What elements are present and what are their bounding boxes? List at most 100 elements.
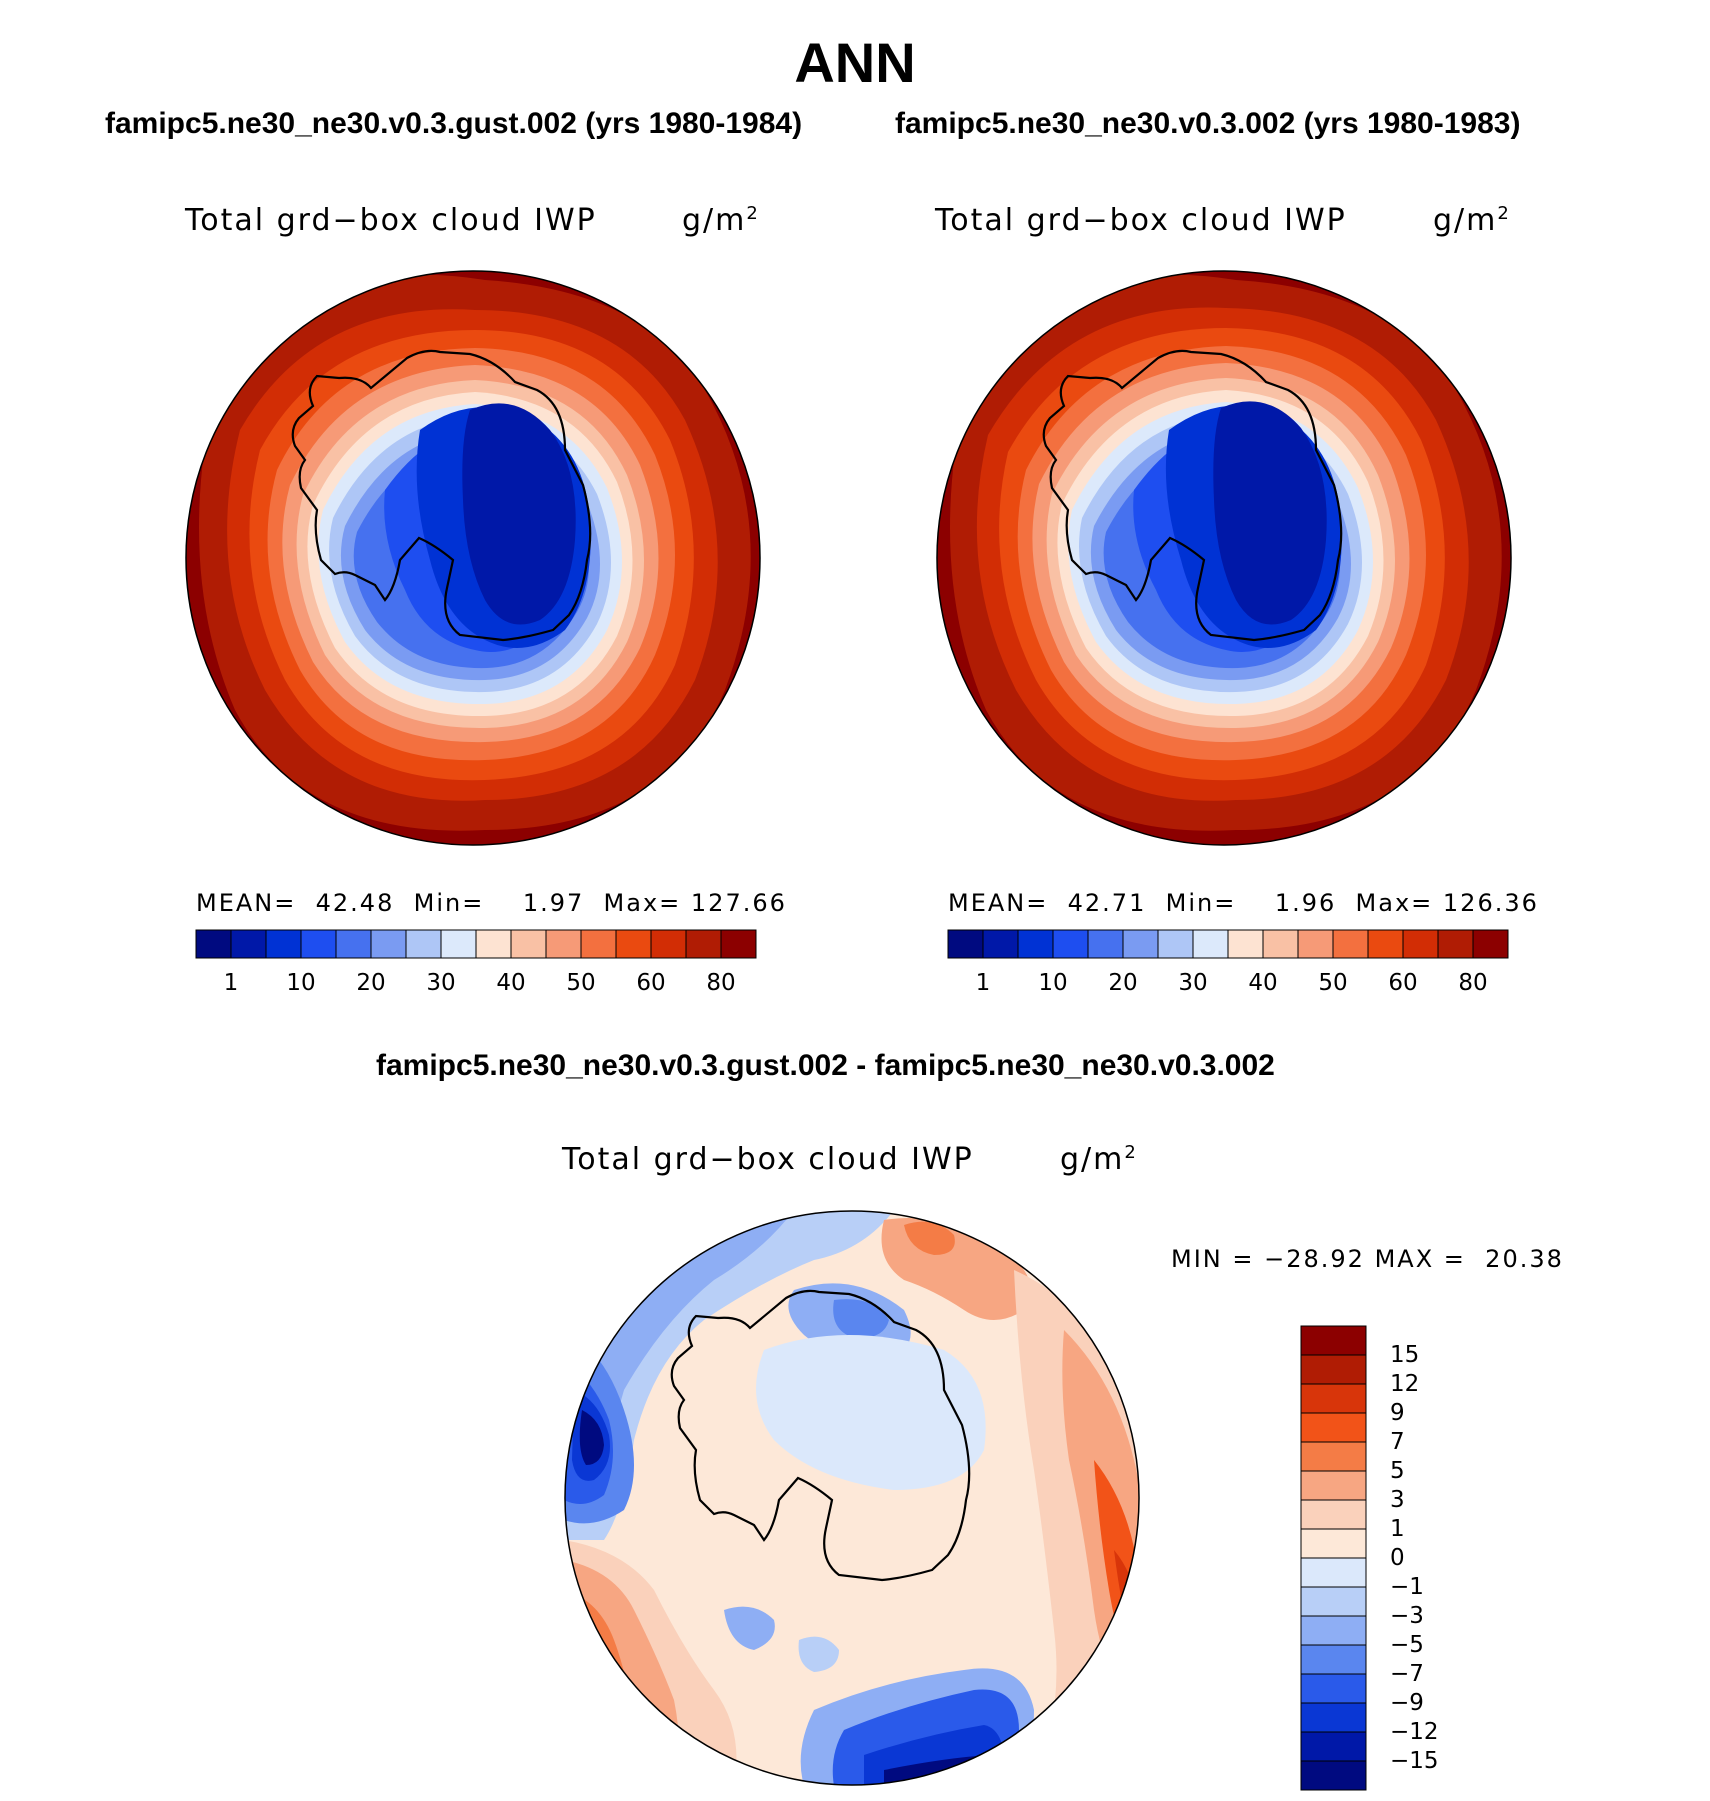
panel-1-colorbar xyxy=(195,929,757,959)
panel-1-colorbar-swatch xyxy=(580,929,617,959)
panel-1-colorbar-swatch xyxy=(440,929,477,959)
difference-colorbar-swatch xyxy=(1300,1470,1367,1501)
panel-2-map xyxy=(936,270,1512,846)
panel-1-contours xyxy=(186,271,760,845)
panel-2-colorbar-tick-label: 10 xyxy=(1038,970,1068,996)
panel-2-colorbar-swatch xyxy=(1157,929,1194,959)
panel-1-colorbar-swatch xyxy=(335,929,372,959)
panel-2-coastline xyxy=(1042,349,1343,642)
difference-colorbar-swatch xyxy=(1300,1673,1367,1704)
difference-colorbar-tick-label: 15 xyxy=(1390,1342,1420,1368)
panel-2-colorbar-swatch xyxy=(947,929,984,959)
difference-title: famipc5.ne30_ne30.v0.3.gust.002 - famipc… xyxy=(376,1049,1275,1082)
difference-colorbar-tick-label: −1 xyxy=(1390,1574,1424,1600)
panel-1-colorbar-ticks: 1 10 20 30 40 50 60 80 xyxy=(196,970,756,1000)
panel-1-colorbar-tick-label: 10 xyxy=(286,970,316,996)
panel-1-colorbar-tick-label: 50 xyxy=(566,970,596,996)
difference-colorbar-swatch xyxy=(1300,1325,1367,1356)
difference-colorbar-swatch xyxy=(1300,1702,1367,1733)
difference-colorbar xyxy=(1300,1325,1367,1791)
panel-1-colorbar-swatch xyxy=(300,929,337,959)
panel-1-colorbar-swatch xyxy=(195,929,232,959)
difference-map-border xyxy=(564,1210,1140,1786)
difference-colorbar-ticks: 15 12 9 7 5 3 1 0 −1 −3 −5 −7 −9 −12 −15 xyxy=(1390,1325,1470,1791)
panel-2-colorbar-tick-label: 20 xyxy=(1108,970,1138,996)
panel-1-map xyxy=(185,270,761,846)
panel-1-colorbar-swatch xyxy=(265,929,302,959)
panel-2-colorbar-tick-label: 1 xyxy=(975,970,991,996)
difference-colorbar-swatch xyxy=(1300,1528,1367,1559)
panel-2-colorbar-swatch xyxy=(1262,929,1299,959)
difference-colorbar-tick-label: 9 xyxy=(1390,1400,1405,1426)
panel-1-colorbar-swatch xyxy=(230,929,267,959)
difference-colorbar-tick-label: 1 xyxy=(1390,1516,1405,1542)
panel-2-contours xyxy=(937,271,1511,845)
panel-2-colorbar-swatch xyxy=(1192,929,1229,959)
difference-colorbar-tick-label: 7 xyxy=(1390,1429,1405,1455)
panel-2-colorbar-tick-label: 40 xyxy=(1248,970,1278,996)
difference-colorbar-swatch xyxy=(1300,1412,1367,1443)
difference-colorbar-swatch xyxy=(1300,1760,1367,1791)
difference-minmax: MIN = −28.92 MAX = 20.38 xyxy=(1171,1245,1564,1273)
panel-2-colorbar-tick-label: 60 xyxy=(1388,970,1418,996)
panel-2-colorbar xyxy=(947,929,1509,959)
panel-1-stats: MEAN= 42.48 Min= 1.97 Max= 127.66 xyxy=(196,889,787,917)
difference-units: g/m2 xyxy=(1060,1142,1138,1177)
difference-colorbar-swatch xyxy=(1300,1586,1367,1617)
panel-2-colorbar-swatch xyxy=(1402,929,1439,959)
panel-2-colorbar-tick-label: 50 xyxy=(1318,970,1348,996)
panel-1-colorbar-swatch xyxy=(405,929,442,959)
panel-2-colorbar-swatch xyxy=(982,929,1019,959)
panel-1-variable-title: Total grd−box cloud IWP xyxy=(185,203,597,238)
panel-2-colorbar-swatch xyxy=(1367,929,1404,959)
panel-1-coastline xyxy=(291,349,592,642)
panel-2-colorbar-tick-label: 80 xyxy=(1458,970,1488,996)
panel-1-colorbar-tick-label: 60 xyxy=(636,970,666,996)
difference-colorbar-swatch xyxy=(1300,1731,1367,1762)
panel-1-colorbar-swatch xyxy=(370,929,407,959)
panel-2-colorbar-swatch xyxy=(1437,929,1474,959)
panel-2-units: g/m2 xyxy=(1433,203,1511,238)
panel-2-colorbar-swatch xyxy=(1087,929,1124,959)
panel-1-colorbar-tick-label: 30 xyxy=(426,970,456,996)
panel-2-stats: MEAN= 42.71 Min= 1.96 Max= 126.36 xyxy=(948,889,1539,917)
difference-colorbar-tick-label: −15 xyxy=(1390,1748,1439,1774)
panel-2-colorbar-swatch xyxy=(1122,929,1159,959)
difference-colorbar-tick-label: −3 xyxy=(1390,1603,1424,1629)
difference-coastline xyxy=(670,1289,971,1582)
panel-2-colorbar-tick-label: 30 xyxy=(1178,970,1208,996)
difference-colorbar-tick-label: 3 xyxy=(1390,1487,1405,1513)
panel-2-colorbar-ticks: 1 10 20 30 40 50 60 80 xyxy=(948,970,1508,1000)
panel-1-colorbar-tick-label: 80 xyxy=(706,970,736,996)
panel-1-case-title: famipc5.ne30_ne30.v0.3.gust.002 (yrs 198… xyxy=(105,107,803,140)
difference-colorbar-swatch xyxy=(1300,1557,1367,1588)
difference-colorbar-tick-label: 0 xyxy=(1390,1545,1405,1571)
figure-title: ANN xyxy=(794,31,916,94)
difference-colorbar-tick-label: 5 xyxy=(1390,1458,1405,1484)
panel-2-map-border xyxy=(936,270,1512,846)
panel-1-colorbar-swatch xyxy=(475,929,512,959)
panel-2-colorbar-swatch xyxy=(1332,929,1369,959)
panel-1-colorbar-tick-label: 20 xyxy=(356,970,386,996)
panel-1-units: g/m2 xyxy=(682,203,760,238)
difference-colorbar-tick-label: 12 xyxy=(1390,1371,1420,1397)
panel-1-colorbar-swatch xyxy=(650,929,687,959)
difference-colorbar-swatch xyxy=(1300,1383,1367,1414)
panel-2-colorbar-swatch xyxy=(1227,929,1264,959)
panel-2-variable-title: Total grd−box cloud IWP xyxy=(935,203,1347,238)
panel-1-colorbar-swatch xyxy=(720,929,757,959)
panel-2-colorbar-swatch xyxy=(1297,929,1334,959)
panel-2-case-title: famipc5.ne30_ne30.v0.3.002 (yrs 1980-198… xyxy=(895,107,1521,140)
panel-1-colorbar-swatch xyxy=(510,929,547,959)
difference-colorbar-tick-label: −9 xyxy=(1390,1690,1424,1716)
difference-contours xyxy=(565,1211,1139,1785)
difference-colorbar-tick-label: −5 xyxy=(1390,1632,1424,1658)
difference-colorbar-tick-label: −12 xyxy=(1390,1719,1439,1745)
difference-variable-title: Total grd−box cloud IWP xyxy=(562,1142,974,1177)
difference-colorbar-swatch xyxy=(1300,1441,1367,1472)
difference-colorbar-swatch xyxy=(1300,1615,1367,1646)
panel-2-colorbar-swatch xyxy=(1472,929,1509,959)
difference-colorbar-swatch xyxy=(1300,1354,1367,1385)
panel-1-colorbar-tick-label: 40 xyxy=(496,970,526,996)
panel-2-colorbar-swatch xyxy=(1052,929,1089,959)
